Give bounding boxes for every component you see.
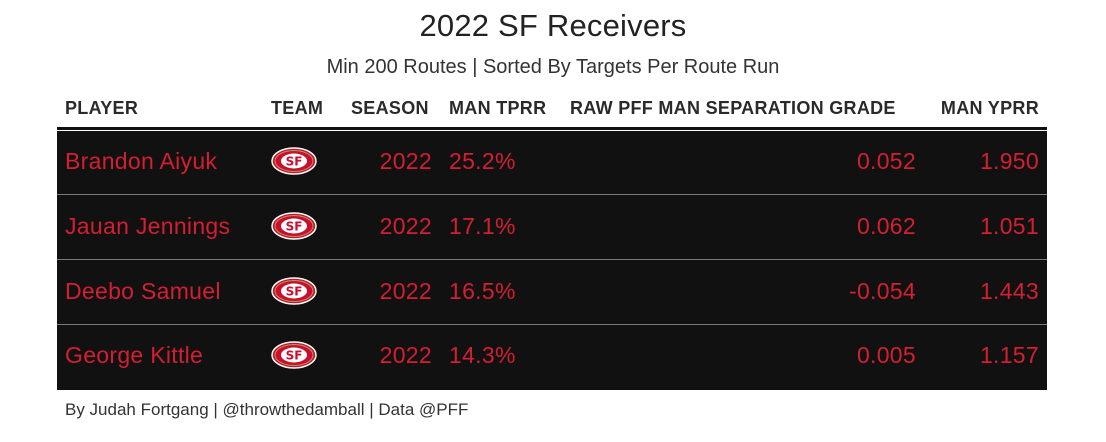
man-yprr-cell: 1.950 — [979, 148, 1039, 174]
table-body: Brandon Aiyuk 2022 25.2% 0.052 1.950 SF Jauan … — [57, 131, 1047, 390]
player-name-cell: Jauan Jennings — [65, 212, 231, 239]
chart-subtitle: Min 200 Routes | Sorted By Targets Per R… — [326, 56, 780, 78]
svg-text:SF: SF — [286, 349, 303, 363]
player-name-cell: Deebo Samuel — [65, 277, 221, 304]
table-row: Deebo Samuel 2022 16.5% -0.054 1.443 SF — [57, 261, 1047, 325]
sf-49ers-logo-icon: SF — [271, 147, 317, 175]
sep-grade-cell: 0.062 — [856, 212, 916, 239]
table-row: Brandon Aiyuk 2022 25.2% 0.052 1.950 SF — [57, 131, 1047, 195]
man-tprr-cell: 25.2% — [449, 148, 516, 174]
season-cell: 2022 — [379, 277, 432, 304]
season-cell: 2022 — [379, 212, 432, 239]
table-row: George Kittle 2022 14.3% 0.005 1.157 SF — [57, 325, 1047, 389]
player-name-cell: George Kittle — [65, 342, 204, 369]
column-header-player: PLAYER — [65, 98, 139, 118]
man-yprr-cell: 1.051 — [979, 212, 1039, 239]
sf-49ers-logo-icon: SF — [271, 341, 317, 369]
footer-credit: By Judah Fortgang | @throwthedamball | D… — [65, 400, 469, 419]
man-yprr-cell: 1.157 — [979, 342, 1039, 369]
svg-text:SF: SF — [286, 284, 303, 298]
sep-grade-cell: 0.005 — [856, 342, 916, 369]
column-header-man-yprr: MAN YPRR — [940, 98, 1039, 118]
table-header: PLAYER TEAM SEASON MAN TPRR RAW PFF MAN … — [57, 96, 1047, 130]
sf-49ers-logo-icon: SF — [271, 276, 317, 305]
sf-49ers-logo-icon: SF — [271, 212, 317, 240]
sep-grade-cell: -0.054 — [848, 277, 916, 304]
table-row: Jauan Jennings 2022 17.1% 0.062 1.051 SF — [57, 196, 1047, 260]
man-yprr-cell: 1.443 — [979, 277, 1039, 304]
svg-text:SF: SF — [286, 219, 303, 233]
sep-grade-cell: 0.052 — [856, 148, 916, 174]
man-tprr-cell: 16.5% — [449, 277, 516, 304]
svg-text:SF: SF — [286, 155, 303, 169]
player-name-cell: Brandon Aiyuk — [65, 148, 218, 174]
chart-title: 2022 SF Receivers — [419, 8, 687, 43]
season-cell: 2022 — [379, 342, 432, 369]
column-header-team: TEAM — [271, 98, 324, 118]
man-tprr-cell: 17.1% — [449, 212, 516, 239]
man-tprr-cell: 14.3% — [449, 342, 516, 369]
column-header-man-tprr: MAN TPRR — [449, 98, 547, 118]
column-header-sep-grade: RAW PFF MAN SEPARATION GRADE — [570, 98, 896, 118]
column-header-season: SEASON — [351, 98, 429, 118]
season-cell: 2022 — [379, 148, 432, 174]
